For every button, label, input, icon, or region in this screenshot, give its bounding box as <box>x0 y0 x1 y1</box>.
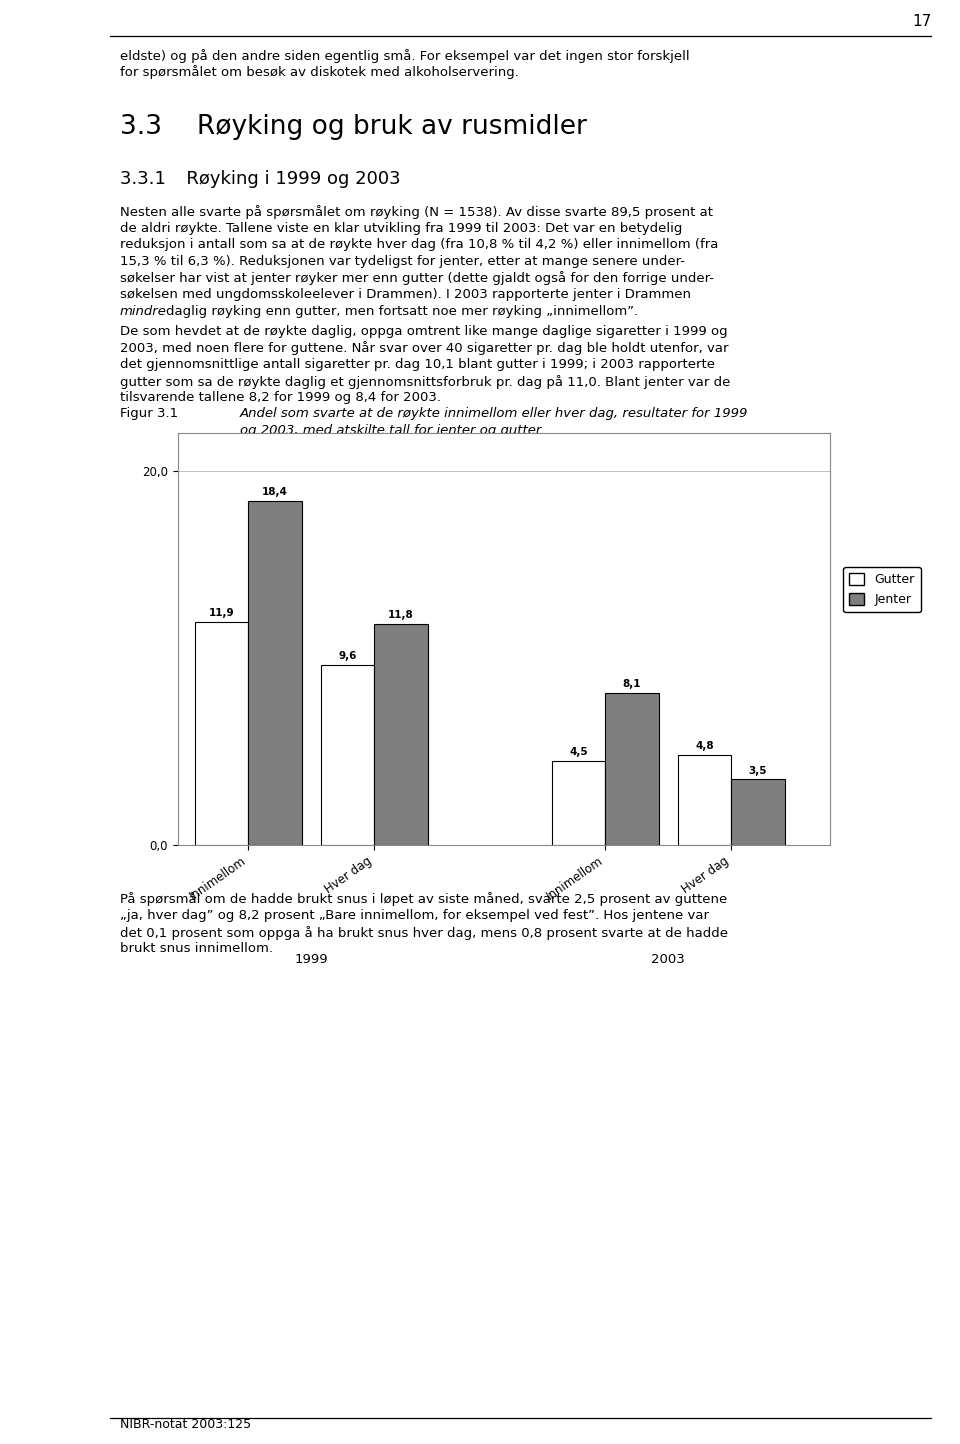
Text: Nesten alle svarte på spørsmålet om røyking (N = 1538). Av disse svarte 89,5 pro: Nesten alle svarte på spørsmålet om røyk… <box>120 205 713 219</box>
Text: mindre: mindre <box>120 305 167 318</box>
Text: 4,8: 4,8 <box>695 741 713 751</box>
Text: „ja, hver dag” og 8,2 prosent „Bare innimellom, for eksempel ved fest”. Hos jent: „ja, hver dag” og 8,2 prosent „Bare inni… <box>120 910 709 923</box>
Text: 8,1: 8,1 <box>623 680 641 689</box>
Text: gutter som sa de røykte daglig et gjennomsnittsforbruk pr. dag på 11,0. Blant je: gutter som sa de røykte daglig et gjenno… <box>120 374 731 388</box>
Text: 11,9: 11,9 <box>208 608 234 618</box>
Bar <box>605 693 659 845</box>
Text: 1999: 1999 <box>295 953 328 966</box>
Bar <box>321 666 374 845</box>
Text: 3.3   Røyking og bruk av rusmidler: 3.3 Røyking og bruk av rusmidler <box>120 114 587 140</box>
Bar <box>195 622 249 845</box>
Text: søkelser har vist at jenter røyker mer enn gutter (dette gjaldt også for den for: søkelser har vist at jenter røyker mer e… <box>120 271 714 286</box>
Text: 3,5: 3,5 <box>749 765 767 775</box>
Text: De som hevdet at de røykte daglig, oppga omtrent like mange daglige sigaretter i: De som hevdet at de røykte daglig, oppga… <box>120 325 728 338</box>
Text: brukt snus innimellom.: brukt snus innimellom. <box>120 941 273 956</box>
Text: for spørsmålet om besøk av diskotek med alkoholservering.: for spørsmålet om besøk av diskotek med … <box>120 65 518 79</box>
Text: På spørsmål om de hadde brukt snus i løpet av siste måned, svarte 2,5 prosent av: På spørsmål om de hadde brukt snus i løp… <box>120 892 728 907</box>
Text: søkelsen med ungdomsskoleelever i Drammen). I 2003 rapporterte jenter i Drammen: søkelsen med ungdomsskoleelever i Dramme… <box>120 289 691 302</box>
Text: 17: 17 <box>912 14 931 29</box>
Text: 3.3.1   Røyking i 1999 og 2003: 3.3.1 Røyking i 1999 og 2003 <box>120 170 400 188</box>
Text: Andel som svarte at de røykte innimellom eller hver dag, resultater for 1999: Andel som svarte at de røykte innimellom… <box>240 407 749 420</box>
Text: og 2003, med atskilte tall for jenter og gutter: og 2003, med atskilte tall for jenter og… <box>240 425 541 438</box>
Bar <box>552 761 605 845</box>
Text: reduksjon i antall som sa at de røykte hver dag (fra 10,8 % til 4,2 %) eller inn: reduksjon i antall som sa at de røykte h… <box>120 238 718 251</box>
Bar <box>374 624 427 845</box>
Text: 9,6: 9,6 <box>338 651 357 661</box>
Text: 15,3 % til 6,3 %). Reduksjonen var tydeligst for jenter, etter at mange senere u: 15,3 % til 6,3 %). Reduksjonen var tydel… <box>120 254 685 269</box>
Text: 2003: 2003 <box>651 953 685 966</box>
Text: det gjennomsnittlige antall sigaretter pr. dag 10,1 blant gutter i 1999; i 2003 : det gjennomsnittlige antall sigaretter p… <box>120 358 715 371</box>
Text: det 0,1 prosent som oppga å ha brukt snus hver dag, mens 0,8 prosent svarte at d: det 0,1 prosent som oppga å ha brukt snu… <box>120 926 728 940</box>
Text: 2003, med noen flere for guttene. Når svar over 40 sigaretter pr. dag ble holdt : 2003, med noen flere for guttene. Når sv… <box>120 341 729 355</box>
Text: 4,5: 4,5 <box>569 747 588 757</box>
Text: NIBR-notat 2003:125: NIBR-notat 2003:125 <box>120 1418 252 1431</box>
Text: tilsvarende tallene 8,2 for 1999 og 8,4 for 2003.: tilsvarende tallene 8,2 for 1999 og 8,4 … <box>120 391 441 404</box>
Text: eldste) og på den andre siden egentlig små. For eksempel var det ingen stor fors: eldste) og på den andre siden egentlig s… <box>120 49 689 64</box>
Bar <box>678 755 732 845</box>
Text: daglig røyking enn gutter, men fortsatt noe mer røyking „innimellom”.: daglig røyking enn gutter, men fortsatt … <box>166 305 638 318</box>
Text: 11,8: 11,8 <box>388 611 414 621</box>
Bar <box>249 501 301 845</box>
Text: de aldri røykte. Tallene viste en klar utvikling fra 1999 til 2003: Det var en b: de aldri røykte. Tallene viste en klar u… <box>120 221 683 235</box>
Text: 18,4: 18,4 <box>262 487 288 497</box>
Legend: Gutter, Jenter: Gutter, Jenter <box>843 567 921 612</box>
Bar <box>732 780 784 845</box>
Text: Figur 3.1: Figur 3.1 <box>120 407 179 420</box>
